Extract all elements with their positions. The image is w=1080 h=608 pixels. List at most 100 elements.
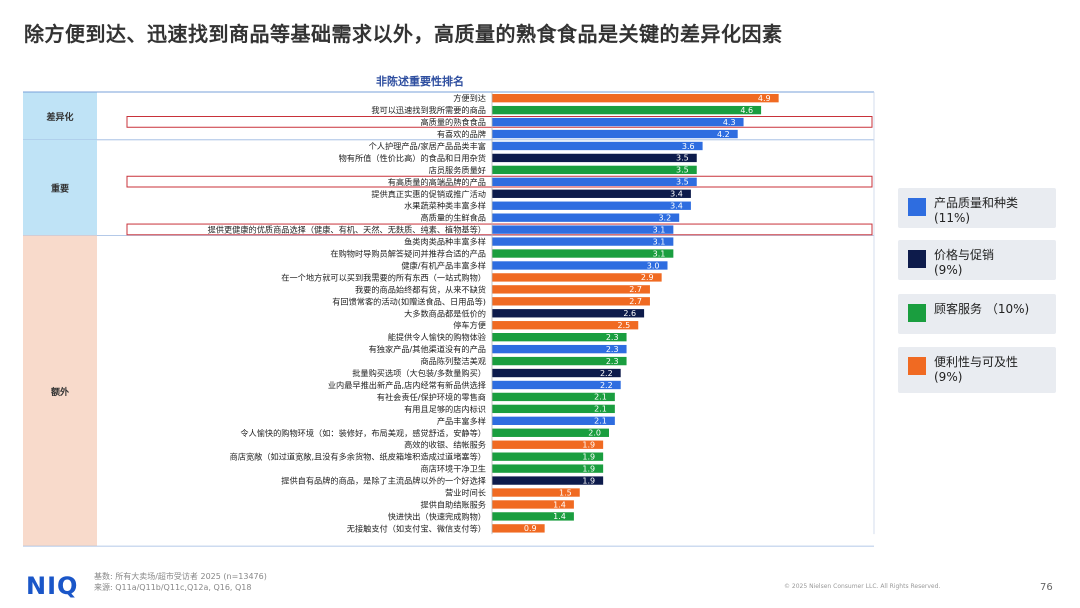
value-label: 3.1 [653, 225, 666, 234]
bar [492, 380, 621, 390]
bar [492, 94, 779, 103]
category-label: 水果蔬菜种类丰富多样 [404, 201, 486, 211]
value-label: 3.1 [653, 249, 666, 258]
legend-label-text: 顾客服务 （10%) [934, 302, 1030, 316]
category-label: 提供更健康的优质商品选择（健康、有机、天然、无麸质、纯素、植物基等） [208, 225, 486, 235]
category-label: 鱼类肉类品种丰富多样 [404, 237, 486, 247]
category-label: 大多数商品都是低价的 [404, 308, 486, 318]
value-label: 4.6 [740, 106, 753, 115]
highlight-box [126, 223, 873, 236]
legend-label-text: 价格与促销 [934, 248, 995, 262]
value-label: 3.5 [676, 178, 689, 187]
bar [492, 177, 697, 186]
legend-percent: (9%) [934, 370, 963, 384]
bar [492, 201, 691, 210]
category-label: 健康/有机产品丰富多样 [401, 260, 486, 270]
category-label: 方便到达 [453, 93, 486, 103]
legend-swatch [908, 357, 926, 375]
bar [492, 524, 545, 533]
bar [492, 165, 697, 175]
category-label: 有回馈常客的活动(如赠送食品、日用品等) [332, 296, 486, 306]
category-label: 有用且足够的店内标识 [404, 404, 486, 414]
bar [492, 464, 604, 473]
value-label: 2.2 [600, 369, 613, 378]
highlight-box [126, 175, 873, 188]
value-label: 3.2 [658, 213, 671, 222]
bar [492, 117, 744, 127]
legend-label: 顾客服务 （10%) [934, 302, 1029, 317]
category-label: 有社会责任/保护环境的零售商 [377, 392, 486, 402]
category-label: 快进快出（快速完成购物） [388, 511, 486, 521]
value-label: 2.7 [629, 297, 642, 306]
bar [492, 273, 662, 282]
value-label: 2.7 [629, 285, 642, 294]
bar [492, 452, 604, 461]
category-label: 提供真正实惠的促销或推广活动 [371, 189, 486, 199]
group-label: 重要 [51, 183, 69, 195]
bar [492, 344, 627, 354]
bar [492, 309, 645, 318]
value-label: 3.6 [682, 142, 695, 151]
group-band [23, 92, 97, 140]
value-label: 4.3 [723, 118, 736, 127]
category-label: 有喜欢的品牌 [437, 129, 486, 139]
bar [492, 141, 703, 151]
category-label: 停车方便 [453, 320, 486, 330]
category-label: 批量购买选项（大包装/多数量购买） [352, 368, 486, 378]
bar [492, 213, 680, 222]
category-label: 高效的收银、结帐服务 [404, 440, 486, 450]
bar [492, 512, 574, 521]
category-label: 提供自有品牌的商品，是除了主流品牌以外的一个好选择 [281, 476, 486, 486]
value-label: 3.1 [653, 237, 666, 246]
footer-base-note: 基数: 所有大卖场/超市受访者 2025 (n=13476) [94, 572, 267, 581]
legend-label: 价格与促销 (9%) [934, 248, 994, 278]
value-label: 4.2 [717, 130, 730, 139]
bar [492, 249, 674, 258]
value-label: 0.9 [524, 524, 537, 533]
group-label: 额外 [51, 386, 69, 398]
bar [492, 440, 604, 449]
category-label: 我要的商品始终都有货，从来不缺货 [355, 284, 486, 294]
category-label: 令人愉快的购物环境（如：装修好，布局美观，感觉舒适，安静等） [240, 428, 486, 438]
value-label: 1.9 [582, 464, 595, 473]
value-label: 2.1 [594, 405, 607, 414]
legend-item-quality: 产品质量和种类 (11%) [898, 188, 1056, 228]
bar [492, 500, 574, 509]
bar [492, 237, 674, 246]
value-label: 2.3 [606, 333, 619, 342]
category-label: 物有所值（性价比高）的食品和日用杂货 [339, 153, 486, 163]
legend-percent: (11%) [934, 211, 971, 225]
category-label: 能提供令人愉快的购物体验 [388, 332, 486, 342]
legend-swatch [908, 250, 926, 268]
legend-label-text: 产品质量和种类 [934, 196, 1019, 210]
category-label: 高质量的熟食食品 [420, 117, 486, 127]
bar [492, 285, 650, 294]
legend-label-text: 便利性与可及性 [934, 355, 1019, 369]
value-label: 3.4 [670, 190, 683, 199]
value-label: 2.2 [600, 381, 613, 390]
value-label: 2.1 [594, 417, 607, 426]
legend-item-convenience: 便利性与可及性 (9%) [898, 347, 1056, 393]
value-label: 2.3 [606, 345, 619, 354]
copyright: © 2025 Nielsen Consumer LLC. All Rights … [784, 583, 941, 590]
bar [492, 333, 627, 342]
category-label: 高质量的生鲜食品 [420, 213, 486, 223]
category-label: 个人护理产品/家居产品品类丰富 [369, 141, 486, 151]
category-label: 无接触支付（如支付宝、微信支付等） [347, 523, 486, 533]
category-label: 在一个地方就可以买到我需要的所有东西（一站式购物） [281, 272, 486, 282]
legend-label: 便利性与可及性 (9%) [934, 355, 1018, 385]
value-label: 2.6 [623, 309, 636, 318]
category-label: 有独家产品/其他渠道没有的产品 [369, 344, 486, 354]
bar [492, 356, 627, 366]
value-label: 1.4 [553, 512, 566, 521]
value-label: 3.5 [676, 166, 689, 175]
group-band [23, 235, 97, 547]
value-label: 2.3 [606, 357, 619, 366]
bar [492, 225, 674, 234]
bar [492, 488, 580, 497]
bar [492, 392, 615, 402]
value-label: 1.4 [553, 500, 566, 509]
bar [492, 105, 762, 115]
bar [492, 368, 621, 378]
